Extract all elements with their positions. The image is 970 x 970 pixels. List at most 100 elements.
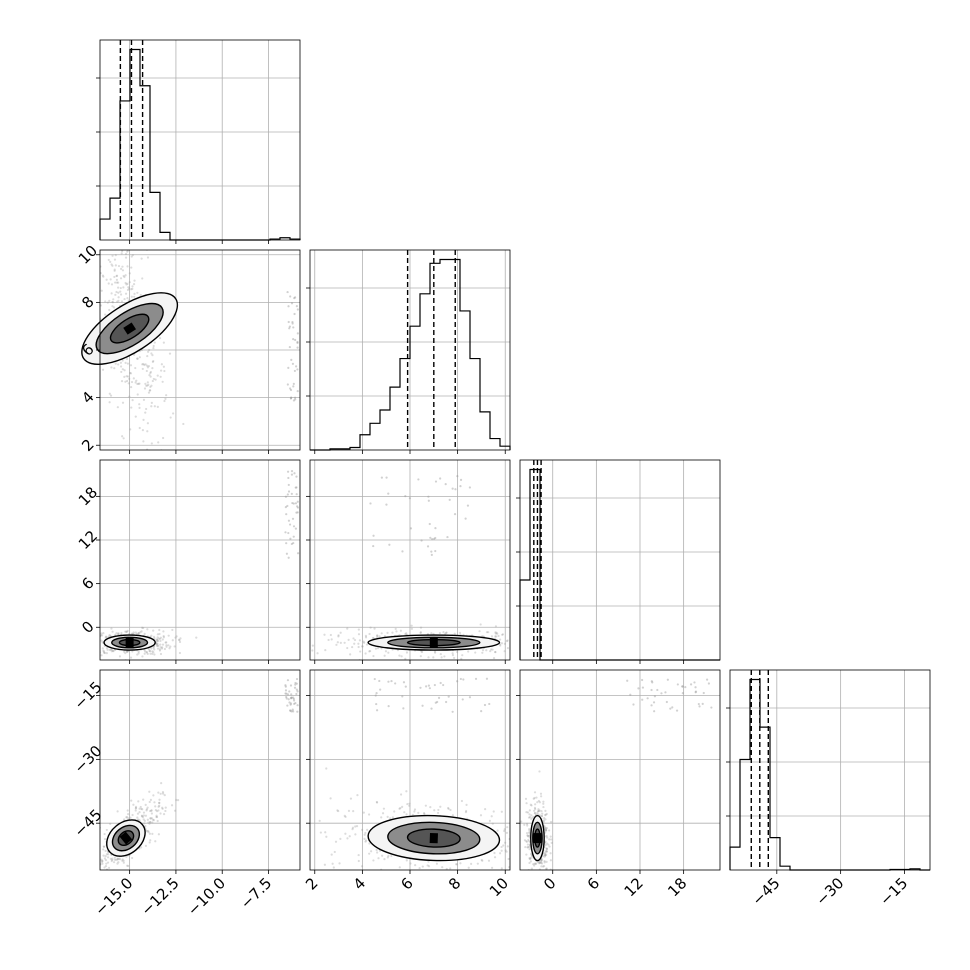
scatter-point bbox=[433, 650, 437, 653]
outlier-point bbox=[394, 682, 397, 685]
scatter-point bbox=[391, 874, 393, 876]
scatter-point bbox=[540, 815, 543, 818]
outlier-point bbox=[289, 537, 292, 540]
scatter-point bbox=[382, 807, 386, 810]
scatter-point bbox=[548, 845, 551, 848]
scatter-point bbox=[84, 644, 86, 646]
scatter-point bbox=[146, 381, 149, 384]
outlier-point bbox=[284, 692, 287, 695]
scatter-point bbox=[549, 647, 551, 649]
scatter-point bbox=[546, 842, 549, 845]
scatter-point bbox=[409, 862, 412, 865]
scatter-point bbox=[560, 644, 562, 646]
scatter-point bbox=[123, 375, 126, 378]
outlier-point bbox=[462, 678, 465, 681]
scatter-point bbox=[290, 645, 292, 647]
scatter-point bbox=[500, 849, 503, 852]
scatter-point bbox=[111, 857, 114, 860]
scatter-point bbox=[537, 810, 540, 813]
scatter-point bbox=[538, 801, 542, 804]
x-tick-label: −30 bbox=[812, 874, 847, 909]
scatter-point bbox=[421, 650, 424, 654]
scatter-point bbox=[351, 645, 354, 649]
scatter-point bbox=[151, 652, 154, 655]
scatter-point bbox=[124, 225, 126, 227]
scatter-point bbox=[528, 829, 531, 832]
scatter-point bbox=[419, 631, 422, 634]
scatter-point bbox=[104, 635, 108, 638]
outlier-point bbox=[289, 702, 293, 705]
scatter-point bbox=[353, 638, 357, 642]
scatter-point bbox=[146, 628, 149, 631]
scatter-point bbox=[506, 647, 510, 650]
scatter-point bbox=[557, 647, 559, 649]
scatter-point bbox=[104, 300, 107, 303]
scatter-point bbox=[539, 861, 542, 864]
scatter-point bbox=[101, 859, 104, 863]
scatter-point bbox=[529, 860, 532, 863]
scatter-point bbox=[449, 808, 452, 812]
scatter-point bbox=[137, 818, 140, 821]
scatter-point bbox=[526, 811, 530, 814]
scatter-point bbox=[98, 870, 100, 872]
scatter-point bbox=[502, 844, 505, 847]
scatter-point bbox=[156, 633, 159, 636]
scatter-point bbox=[377, 857, 380, 860]
outlier-point bbox=[434, 549, 437, 553]
outlier-point bbox=[295, 493, 298, 496]
scatter-point bbox=[511, 844, 513, 846]
scatter-point bbox=[426, 864, 429, 867]
scatter-point bbox=[530, 817, 533, 821]
outlier-point bbox=[409, 527, 413, 530]
scatter-point bbox=[119, 267, 123, 270]
scatter-point bbox=[126, 650, 129, 654]
scatter-point bbox=[492, 810, 495, 813]
scatter-point bbox=[405, 790, 408, 793]
scatter-point bbox=[122, 861, 125, 864]
scatter-point bbox=[530, 855, 533, 858]
scatter-point bbox=[544, 829, 548, 832]
scatter-point bbox=[162, 341, 165, 344]
outlier-point bbox=[293, 702, 296, 706]
scatter-point bbox=[153, 648, 156, 651]
scatter-point bbox=[344, 815, 347, 818]
scatter-point bbox=[146, 430, 149, 433]
scatter-point bbox=[120, 631, 123, 635]
scatter-point bbox=[526, 834, 529, 837]
scatter-point bbox=[338, 862, 341, 865]
scatter-point bbox=[150, 647, 153, 650]
scatter-point bbox=[505, 640, 509, 643]
scatter-point bbox=[101, 274, 104, 277]
outlier-point bbox=[402, 707, 405, 710]
scatter-point bbox=[100, 272, 102, 275]
scatter-point bbox=[544, 813, 547, 816]
scatter-point bbox=[515, 642, 517, 644]
scatter-point bbox=[114, 362, 117, 365]
density-contours-3-0 bbox=[106, 819, 146, 857]
scatter-point bbox=[175, 798, 178, 802]
outlier-point bbox=[430, 550, 433, 553]
scatter-point bbox=[144, 363, 147, 366]
scatter-point bbox=[540, 858, 544, 861]
scatter-point bbox=[120, 300, 124, 303]
outlier-point bbox=[294, 681, 297, 685]
scatter-point bbox=[171, 639, 174, 642]
scatter-point bbox=[337, 634, 340, 637]
scatter-point bbox=[105, 223, 107, 225]
scatter-point bbox=[135, 379, 138, 382]
scatter-point bbox=[533, 864, 536, 867]
scatter-point bbox=[528, 640, 530, 642]
scatter-point bbox=[534, 808, 537, 811]
outlier-point bbox=[387, 492, 390, 495]
scatter-point bbox=[95, 632, 97, 634]
outlier-point bbox=[442, 683, 445, 687]
scatter-point bbox=[363, 833, 366, 836]
scatter-point bbox=[117, 632, 120, 635]
scatter-point bbox=[130, 406, 133, 409]
scatter-point bbox=[535, 873, 537, 875]
scatter-point bbox=[545, 829, 548, 832]
scatter-point bbox=[476, 862, 479, 865]
scatter-point bbox=[139, 293, 142, 297]
scatter-point bbox=[543, 860, 546, 863]
outlier-point bbox=[694, 690, 698, 693]
